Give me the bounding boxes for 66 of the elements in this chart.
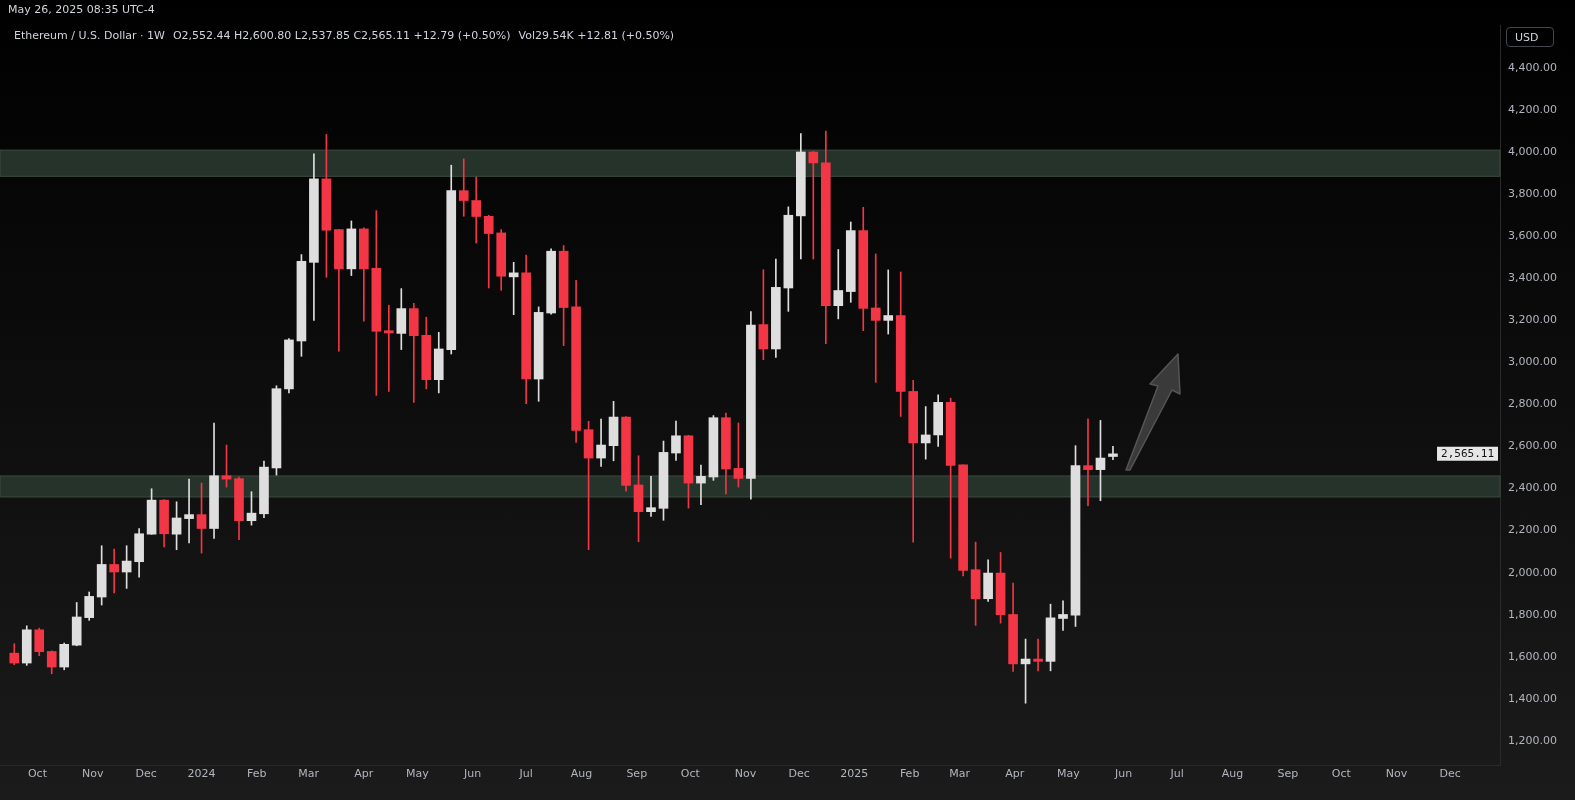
y-tick-label: 3,000.00 <box>1508 355 1557 369</box>
x-tick-label: Jul <box>518 767 533 781</box>
candlestick <box>646 476 656 517</box>
x-tick-label: Oct <box>680 767 701 781</box>
y-tick-label: 1,200.00 <box>1508 733 1557 747</box>
x-tick-label: Sep <box>626 767 648 781</box>
x-tick-label: Nov <box>82 767 104 781</box>
y-tick-label: 2,200.00 <box>1508 523 1557 537</box>
candlestick <box>458 158 469 217</box>
annotation: Vol29.54K +12.81 (+0.50%) <box>518 29 675 42</box>
candlestick <box>833 249 844 320</box>
x-tick-label: May <box>405 767 430 781</box>
text: May 26, 2025 08:35 UTC-4 <box>8 3 155 16</box>
x-tick-label: Aug <box>1221 767 1244 781</box>
y-tick-label: 3,800.00 <box>1508 187 1557 201</box>
candlestick <box>870 253 881 383</box>
y-tick-label: 2,600.00 <box>1508 439 1557 453</box>
x-tick-label: May <box>1057 767 1081 781</box>
y-tick-label: 3,400.00 <box>1508 271 1557 285</box>
x-tick-label: Jul <box>1169 767 1184 781</box>
candlestick <box>483 214 494 289</box>
y-axis-title: USD <box>1506 27 1554 47</box>
chart-title: Ethereum / U.S. Dollar · 1W <box>14 29 165 42</box>
candlestick <box>696 464 706 506</box>
x-tick-label: Jun <box>463 767 482 781</box>
candlestick <box>1033 638 1043 672</box>
x-tick-label: Oct <box>1331 767 1352 781</box>
x-tick-label: Nov <box>1385 767 1408 781</box>
y-tick-label: 2,400.00 <box>1508 481 1557 495</box>
y-tick-label: 2,000.00 <box>1508 565 1557 579</box>
x-tick-label: 2025 <box>840 767 869 781</box>
y-tick-label: 1,800.00 <box>1508 607 1557 621</box>
annotation: 2,565.11 <box>1441 447 1494 461</box>
x-tick-label: Dec <box>135 767 157 781</box>
chart-subtitle: O2,552.44 H2,600.80 L2,537.85 C2,565.11 +12.79 (+0.50%) <box>172 29 511 42</box>
x-tick-label: Oct <box>27 767 48 781</box>
candlestick <box>383 304 394 392</box>
y-tick-label: 3,200.00 <box>1508 313 1557 327</box>
x-tick-label: Sep <box>1277 767 1299 781</box>
candlestick <box>808 151 819 260</box>
y-tick-label: 2,800.00 <box>1508 397 1557 411</box>
x-tick-label: Apr <box>1005 767 1025 781</box>
x-tick-label: Jun <box>1114 767 1133 781</box>
candlestick <box>920 406 931 460</box>
x-tick-label: Aug <box>570 767 593 781</box>
candlestick <box>1108 446 1118 460</box>
y-tick-label: 1,600.00 <box>1508 649 1557 663</box>
x-tick-label: 2024 <box>187 767 216 781</box>
candlestick <box>1058 600 1068 631</box>
candlestick <box>184 478 194 544</box>
x-tick-label: Dec <box>1439 767 1461 781</box>
y-tick-label: 4,000.00 <box>1508 145 1557 159</box>
candlestick <box>109 548 119 594</box>
x-tick-label: Feb <box>247 767 267 781</box>
x-tick-label: Apr <box>354 767 374 781</box>
candlestick <box>883 269 894 335</box>
y-tick-label: 4,400.00 <box>1508 60 1557 74</box>
x-tick-label: Mar <box>949 767 971 781</box>
x-tick-label: Feb <box>899 767 920 781</box>
candlestick <box>1083 418 1093 507</box>
x-tick-label: Nov <box>734 767 757 781</box>
y-tick-label: 1,400.00 <box>1508 691 1557 705</box>
y-tick-label: 4,200.00 <box>1508 103 1557 116</box>
x-tick-label: Dec <box>788 767 810 781</box>
y-tick-label: 3,600.00 <box>1508 229 1557 243</box>
x-tick-label: Mar <box>298 767 320 781</box>
